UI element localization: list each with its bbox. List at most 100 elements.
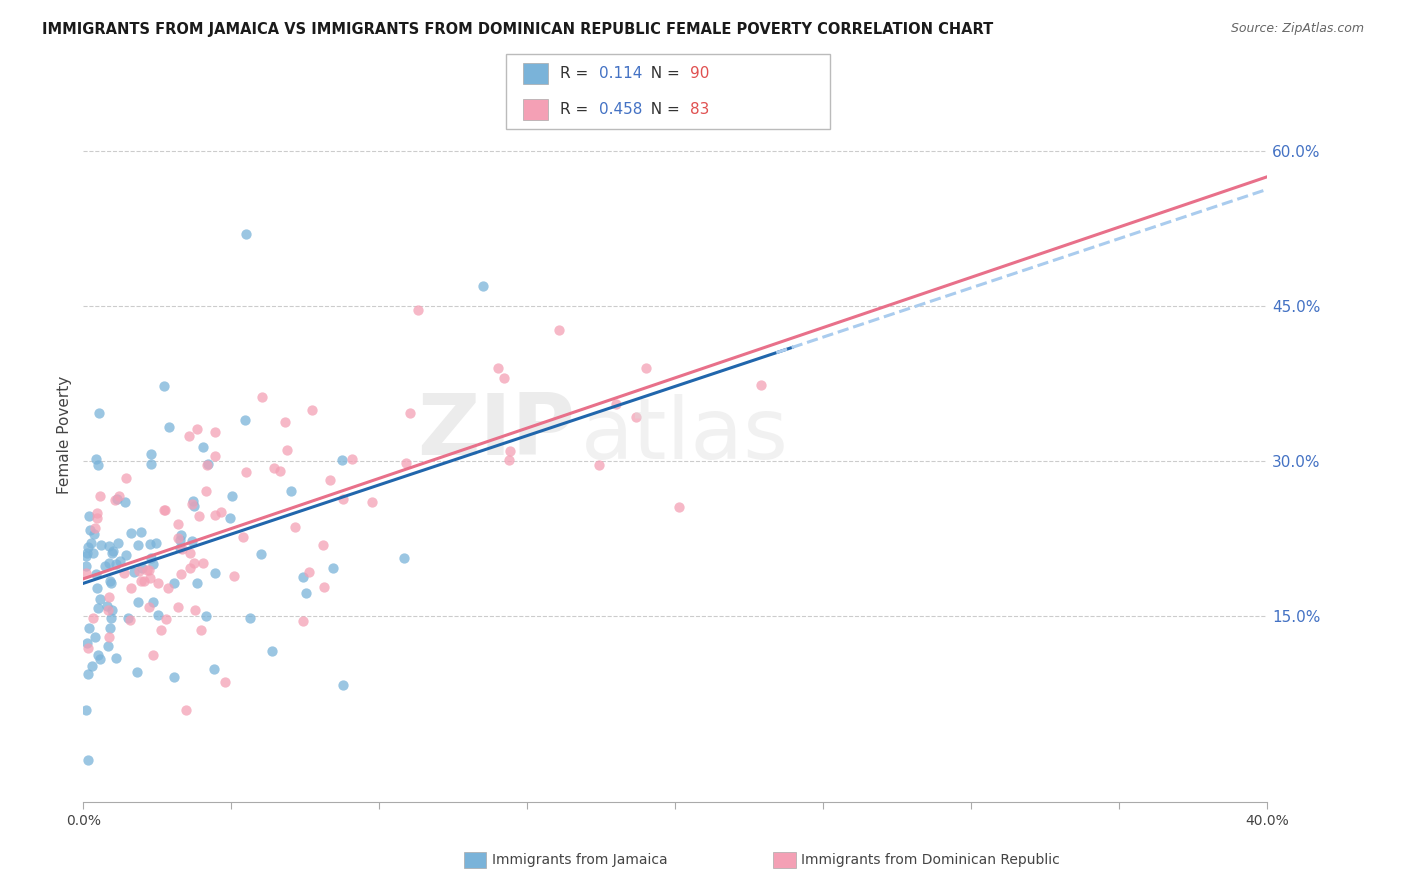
Point — [101, 544, 124, 558]
Point — [204, 508, 226, 522]
Point — [89, 591, 111, 606]
Point — [138, 563, 160, 577]
Point — [250, 390, 273, 404]
Point — [120, 582, 142, 596]
Point — [145, 536, 167, 550]
Point — [139, 447, 162, 461]
Point — [83, 527, 105, 541]
Point — [547, 323, 569, 337]
Point — [340, 452, 363, 467]
Point — [129, 574, 152, 588]
Point — [101, 545, 124, 559]
Point — [471, 278, 494, 293]
Point — [97, 603, 120, 617]
Point — [76, 640, 98, 655]
Text: N =: N = — [641, 66, 685, 81]
Point — [169, 533, 191, 548]
Point — [186, 575, 208, 590]
Point — [280, 484, 302, 499]
Point — [138, 536, 160, 550]
Text: atlas: atlas — [581, 394, 789, 477]
Point — [214, 674, 236, 689]
Point — [127, 538, 149, 552]
Point — [235, 227, 257, 241]
Point — [179, 545, 201, 559]
Point — [187, 508, 209, 523]
Point — [204, 425, 226, 439]
Point — [169, 541, 191, 555]
Point — [82, 546, 104, 560]
Text: Immigrants from Jamaica: Immigrants from Jamaica — [492, 853, 668, 867]
Point — [89, 489, 111, 503]
Point — [76, 636, 98, 650]
Point — [181, 494, 204, 508]
Point — [96, 599, 118, 613]
Text: ZIP: ZIP — [418, 390, 575, 473]
Point — [107, 489, 129, 503]
Point — [301, 403, 323, 417]
Point — [668, 500, 690, 514]
Point — [167, 531, 190, 545]
Point — [155, 612, 177, 626]
Point — [142, 595, 165, 609]
Point — [100, 576, 122, 591]
Point — [399, 406, 422, 420]
Point — [263, 461, 285, 475]
Point — [202, 662, 225, 676]
Point — [183, 499, 205, 513]
Point — [330, 453, 353, 467]
Point — [292, 570, 315, 584]
Point — [104, 557, 127, 571]
Point — [141, 557, 163, 571]
Point — [149, 623, 172, 637]
Point — [276, 443, 298, 458]
Point — [499, 444, 522, 458]
Point — [197, 457, 219, 471]
Point — [139, 457, 162, 471]
Text: 90: 90 — [690, 66, 710, 81]
Point — [634, 361, 657, 376]
Point — [98, 621, 121, 635]
Point — [193, 440, 215, 454]
Point — [101, 603, 124, 617]
Point — [104, 492, 127, 507]
Point — [269, 464, 291, 478]
Point — [100, 611, 122, 625]
Point — [163, 670, 186, 684]
Point — [138, 599, 160, 614]
Point — [250, 547, 273, 561]
Point — [588, 458, 610, 472]
Point — [155, 503, 177, 517]
Point — [75, 566, 97, 580]
Point — [84, 451, 107, 466]
Point — [90, 538, 112, 552]
Point — [170, 567, 193, 582]
Point — [749, 378, 772, 392]
Point — [179, 561, 201, 575]
Point — [141, 551, 163, 566]
Point — [97, 539, 120, 553]
Point — [232, 530, 254, 544]
Point — [184, 603, 207, 617]
Point — [94, 558, 117, 573]
Point — [605, 397, 627, 411]
Text: Source: ZipAtlas.com: Source: ZipAtlas.com — [1230, 22, 1364, 36]
Text: N =: N = — [641, 103, 685, 118]
Point — [84, 521, 107, 535]
Y-axis label: Female Poverty: Female Poverty — [58, 376, 72, 494]
Point — [105, 491, 128, 506]
Text: R =: R = — [560, 66, 593, 81]
Point — [75, 558, 97, 573]
Point — [361, 495, 384, 509]
Point — [125, 665, 148, 679]
Point — [80, 535, 103, 549]
Point — [97, 556, 120, 570]
Point — [170, 528, 193, 542]
Point — [77, 621, 100, 635]
Point — [224, 568, 246, 582]
Point — [295, 586, 318, 600]
Point — [235, 465, 257, 479]
Point — [209, 506, 232, 520]
Point — [291, 615, 314, 629]
Point — [183, 556, 205, 570]
